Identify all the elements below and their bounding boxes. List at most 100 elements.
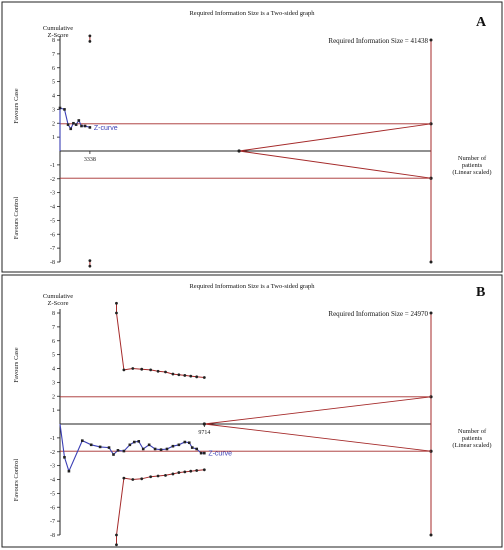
panel-a: 8 7 6 5 4 3 2 1 -1 -2 -3 -4 -5 -6 -7 -8 Required Informa… <box>1 1 503 273</box>
panel-a-plot: 8 7 6 5 4 3 2 1 -1 -2 -3 -4 -5 -6 -7 -8 Required Informa… <box>50 34 433 268</box>
panel-b-z-curve-point <box>183 440 187 444</box>
panel-b-y-tick-label: -6 <box>50 505 55 511</box>
panel-b-upper-boundary-point <box>122 368 126 372</box>
panel-b-upper-boundary-point <box>202 376 206 379</box>
panel-a-y-tick-label: 2 <box>52 121 55 127</box>
panel-a-y-tick-label: -3 <box>50 191 55 197</box>
panel-b-lower-boundary-point <box>115 533 118 537</box>
panel-b-lower-boundary-point <box>131 478 135 481</box>
panel-b-lower-boundary-point <box>140 477 144 481</box>
panel-a-y-tick-label: 7 <box>52 52 55 58</box>
panel-b-ylabel-line1: Cumulative <box>43 293 73 300</box>
panel-a-title: Required Information Size is a Two-sided… <box>189 10 315 17</box>
panel-a-ris-marker-bottom <box>429 260 433 264</box>
panel-a-futility-lower <box>238 150 432 179</box>
panel-a-letter: A <box>476 15 487 30</box>
panel-a-z-curve-point <box>80 124 83 128</box>
panel-b-z-curve-point <box>112 453 115 456</box>
panel-b-z-curve-point <box>122 449 126 453</box>
panel-a-y-tick-label: 3 <box>52 107 55 113</box>
panel-a-upper-boundary-point <box>88 34 92 38</box>
panel-a-xlabel-line3: (Linear scaled) <box>452 169 491 176</box>
panel-b-y-tick-label: -7 <box>50 519 55 525</box>
panel-b-plot: 8 7 6 5 4 3 2 1 -1 -2 -3 -4 -5 -6 -7 -8 Required Informa… <box>50 301 433 547</box>
panel-b-z-curve-point <box>98 445 102 449</box>
panel-a-y-tick-label: -8 <box>50 260 55 266</box>
panel-b-z-curve-point <box>199 451 203 455</box>
panel-b-y-tick-label: 7 <box>52 325 55 331</box>
panel-b-z-curve-point <box>67 469 71 473</box>
panel-a-ris-label: Required Information Size = 41438 <box>328 37 428 45</box>
panel-a-futility-upper <box>238 123 432 152</box>
panel-b-z-curve-point <box>159 448 163 451</box>
panel-b-favours-control: Favours Control <box>13 459 20 502</box>
panel-b-y-tick-label: -2 <box>50 450 55 456</box>
panel-b-z-curve-point <box>141 447 145 451</box>
panel-a-z-curve-point <box>58 106 62 110</box>
panel-b-y-tick-label: 3 <box>52 380 55 386</box>
panel-b-xlabel-line3: (Linear scaled) <box>452 442 491 449</box>
panel-b-y-tick-label: 5 <box>52 353 55 359</box>
panel-b-ris-marker-top <box>429 311 433 315</box>
panel-b-z-curve-point <box>203 451 206 455</box>
panel-b-z-curve-point <box>63 456 66 459</box>
panel-a-xlabel-line1: Number of <box>458 155 487 162</box>
panel-a-z-curve-point <box>63 108 66 111</box>
panel-a-y-tick-label: -4 <box>50 205 55 211</box>
panel-a-favours-case: Favours Case <box>13 88 20 123</box>
panel-b-upper-boundary-point <box>131 367 135 370</box>
panel-b-z-curve-point <box>80 439 84 442</box>
panel-b-letter: B <box>476 285 485 300</box>
panel-a-y-tick-label: 6 <box>52 66 55 72</box>
panel-b-z-curve-point <box>190 446 194 449</box>
panel-a-y-tick-label: -1 <box>50 163 55 169</box>
panel-a-xlabel-line2: patients <box>462 162 483 169</box>
panel-a-z-curve-point <box>83 124 87 128</box>
panel-b-upper-boundary-point <box>164 370 167 374</box>
panel-b-title: Required Information Size is a Two-sided… <box>189 283 315 290</box>
panel-a-lower-boundary-point <box>88 264 92 268</box>
panel-a-z-curve-point <box>72 121 75 125</box>
panel-b-lower-boundary-point <box>156 474 160 478</box>
panel-b-z-curve-point <box>171 444 175 448</box>
panel-a-frame <box>1 1 503 273</box>
panel-b-xlabel-line1: Number of <box>458 428 487 435</box>
panel-b-z-curve-point <box>165 447 169 451</box>
panel-a-lower-boundary-point <box>88 259 92 263</box>
panel-b-y-tick-label: -3 <box>50 464 55 470</box>
panel-b-lower-boundary-point <box>202 468 206 472</box>
panel-b-y-tick-label: 6 <box>52 339 55 345</box>
panel-b-z-curve-point <box>137 440 141 443</box>
panel-a-y-tick-label: -7 <box>50 246 55 252</box>
panel-b-lower-boundary-point <box>149 475 153 479</box>
panel-b-upper-boundary-point <box>177 373 181 377</box>
panel-b-z-curve-point <box>153 447 157 451</box>
panel-b-y-tick-label: 2 <box>52 394 55 400</box>
panel-a-z-curve-point <box>77 119 81 122</box>
panel-b-upper-boundary-point <box>115 311 118 315</box>
panel-b-frame <box>1 274 503 548</box>
panel-a-z-curve-point <box>88 126 92 129</box>
panel-a-z-curve-point <box>74 123 78 126</box>
panel-b-ris-marker-bottom <box>429 533 433 537</box>
panel-b-lower-boundary-point <box>183 470 187 474</box>
panel-a-ylabel-line2: Z-Score <box>48 32 69 39</box>
panel-b-lower-boundary-point <box>122 476 126 480</box>
panel-b-z-curve-point <box>177 443 181 447</box>
panel-b-z-curve-point <box>107 446 111 449</box>
panel-a-z-curve-point <box>66 123 70 126</box>
panel-b-upper-boundary-point <box>156 369 160 373</box>
panel-b-lower-boundary-point <box>195 469 199 472</box>
panel-b-z-curve-point <box>195 447 198 451</box>
panel-b-z-curve-point <box>132 440 136 444</box>
panel-b-upper-boundary-point <box>115 301 118 305</box>
panel-b-y-tick-label: -5 <box>50 491 55 497</box>
panel-a-ylabel-line1: Cumulative <box>43 25 73 32</box>
panel-b-upper-boundary-point <box>195 375 199 379</box>
panel-b: 8 7 6 5 4 3 2 1 -1 -2 -3 -4 -5 -6 -7 -8 Required Informa… <box>1 274 503 548</box>
panel-b-lower-boundary-point <box>177 471 181 474</box>
panel-a-z-curve-label: Z-curve <box>94 125 118 132</box>
panel-b-upper-boundary-point <box>171 372 175 376</box>
panel-a-y-tick-label: 8 <box>52 38 55 44</box>
